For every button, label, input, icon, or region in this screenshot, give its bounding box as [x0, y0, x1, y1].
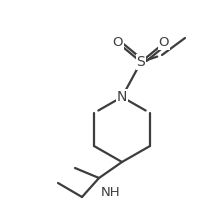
Text: NH: NH: [101, 186, 121, 198]
Text: S: S: [137, 55, 145, 69]
Text: O: O: [113, 37, 123, 49]
Text: O: O: [159, 37, 169, 49]
Text: N: N: [117, 90, 127, 104]
